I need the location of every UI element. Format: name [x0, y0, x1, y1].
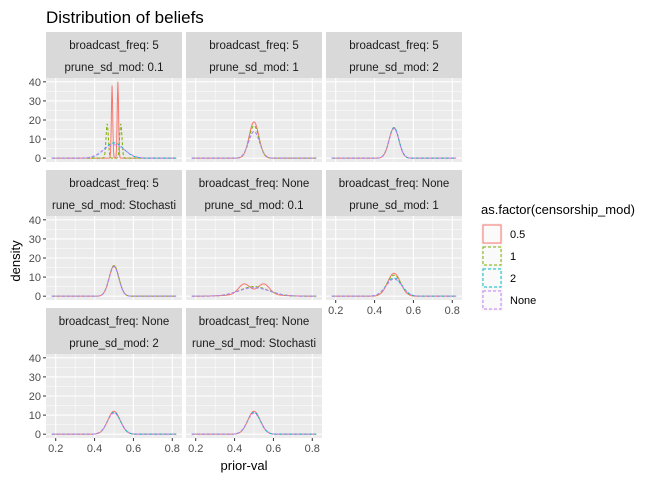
facet-strip-label-prune: prune_sd_mod: 1 [209, 62, 299, 74]
facet-panel: broadcast_freq: None prune_sd_mod: 0.1 [186, 170, 322, 300]
facet-strip-label-prune: prune_sd_mod: 0.1 [204, 200, 303, 212]
x-tick-label: 0.2 [48, 443, 63, 455]
facet-strip [326, 170, 462, 216]
density-curve-none [51, 412, 177, 435]
y-tick-label: 30 [29, 372, 41, 384]
x-tick-label: 0.4 [227, 443, 242, 455]
facet-strip-label-broadcast: broadcast_freq: None [199, 316, 310, 328]
y-tick-label: 40 [29, 353, 41, 365]
density-curve-none [331, 278, 457, 297]
facet-strip [186, 32, 322, 78]
x-tick-label: 0.6 [266, 443, 281, 455]
x-tick-label: 0.8 [445, 305, 460, 317]
x-axis-title: prior-val [221, 458, 268, 473]
x-tick-label: 0.8 [305, 443, 320, 455]
facet-strip [326, 32, 462, 78]
legend-key-swatch [482, 224, 502, 244]
facet-strip-label-prune: rune_sd_mod: Stochasti [52, 200, 176, 212]
y-tick-label: 40 [29, 215, 41, 227]
legend-item: 1 [480, 244, 516, 268]
y-tick-label: 10 [29, 410, 41, 422]
legend-item: 2 [480, 266, 516, 290]
x-tick-label: 0.6 [126, 443, 141, 455]
facet-strip-label-prune: prune_sd_mod: 0.1 [64, 62, 163, 74]
facet-strip-label-broadcast: broadcast_freq: 5 [69, 40, 159, 52]
legend-label: None [510, 295, 536, 307]
x-tick-label: 0.8 [165, 443, 180, 455]
facet-strip-label-broadcast: broadcast_freq: None [59, 316, 170, 328]
facet-strip-label-prune: rune_sd_mod: Stochasti [192, 338, 316, 350]
facet-panel: broadcast_freq: 5 prune_sd_mod: 2 [326, 32, 462, 162]
x-tick-label: 0.2 [188, 443, 203, 455]
x-tick-label: 0.2 [328, 305, 343, 317]
y-tick-label: 0 [35, 291, 41, 303]
facet-panel: broadcast_freq: 5 prune_sd_mod: 1 [186, 32, 322, 162]
y-tick-label: 30 [29, 234, 41, 246]
facet-strip-label-broadcast: broadcast_freq: 5 [209, 40, 299, 52]
y-tick-label: 0 [35, 429, 41, 441]
y-tick-label: 20 [29, 115, 41, 127]
facet-strip-label-broadcast: broadcast_freq: None [339, 178, 450, 190]
facet-strip-label-prune: prune_sd_mod: 2 [349, 62, 439, 74]
facet-panels: broadcast_freq: 5 prune_sd_mod: 0.1 0 10 20 3… [29, 32, 462, 455]
facet-panel: broadcast_freq: None prune_sd_mod: 1 0.2 0.… [326, 170, 462, 317]
y-tick-label: 0 [35, 153, 41, 165]
x-tick-label: 0.4 [367, 305, 382, 317]
y-tick-label: 10 [29, 272, 41, 284]
density-curve-none [51, 266, 177, 297]
x-tick-label: 0.4 [87, 443, 102, 455]
y-tick-label: 20 [29, 391, 41, 403]
density-curve-none [191, 287, 317, 297]
legend-label: 0.5 [510, 229, 525, 241]
y-tick-label: 10 [29, 134, 41, 146]
facet-strip [46, 170, 182, 216]
legend-key-swatch [482, 246, 502, 266]
legend-label: 1 [510, 251, 516, 263]
y-tick-label: 40 [29, 77, 41, 89]
legend-key-swatch [482, 290, 502, 310]
facet-panel: broadcast_freq: None rune_sd_mod: Stochas… [186, 308, 322, 455]
density-curve-none [51, 144, 177, 159]
facet-strip [186, 308, 322, 354]
legend-item: 0.5 [480, 222, 525, 246]
facet-strip [46, 32, 182, 78]
facet-strip-label-prune: prune_sd_mod: 1 [349, 200, 439, 212]
facet-strip [186, 170, 322, 216]
facet-strip-label-broadcast: broadcast_freq: 5 [69, 178, 159, 190]
y-tick-label: 30 [29, 96, 41, 108]
y-tick-label: 20 [29, 253, 41, 265]
legend: as.factor(censorship_mod) 0.5 1 2 None [480, 202, 635, 312]
chart-title: Distribution of beliefs [46, 8, 204, 27]
facet-strip-label-prune: prune_sd_mod: 2 [69, 338, 159, 350]
facet-panel: broadcast_freq: 5 rune_sd_mod: Stochasti 0… [29, 170, 182, 303]
legend-title: as.factor(censorship_mod) [481, 202, 635, 217]
x-tick-label: 0.6 [406, 305, 421, 317]
legend-items: 0.5 1 2 None [480, 222, 536, 312]
facet-panel: broadcast_freq: None prune_sd_mod: 2 0 10 20… [29, 308, 182, 455]
facet-strip-label-broadcast: broadcast_freq: None [199, 178, 310, 190]
y-axis-title: density [8, 240, 23, 282]
facet-strip [46, 308, 182, 354]
legend-label: 2 [510, 273, 516, 285]
legend-item: None [480, 288, 536, 312]
density-curve-none [331, 128, 457, 159]
facet-panel: broadcast_freq: 5 prune_sd_mod: 0.1 0 10 20 3… [29, 32, 182, 165]
facet-strip-label-broadcast: broadcast_freq: 5 [349, 40, 439, 52]
density-curve-none [191, 130, 317, 159]
density-curve-none [191, 412, 317, 435]
legend-key-swatch [482, 268, 502, 288]
